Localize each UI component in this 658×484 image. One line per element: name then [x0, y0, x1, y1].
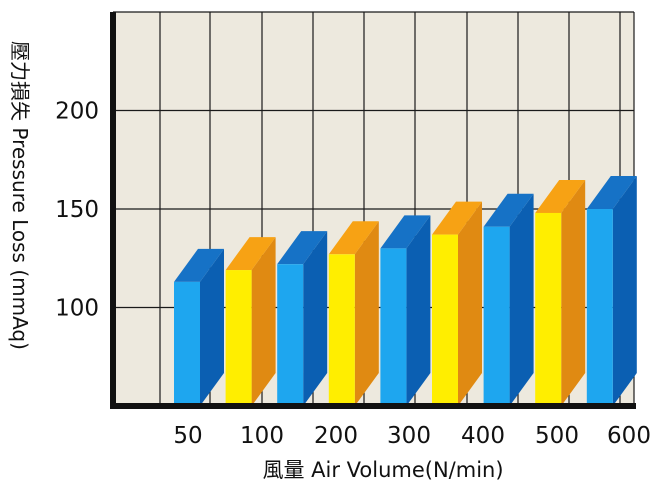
x-tick-label: 50 [173, 423, 202, 449]
bar-side-face [612, 176, 637, 406]
x-tick-label: 600 [607, 423, 651, 449]
bar [225, 237, 276, 406]
bar-front-face [380, 248, 407, 406]
bar-side-face [354, 221, 379, 406]
bar-top-face [277, 231, 328, 265]
bar-front-face [483, 226, 510, 406]
bar-top-face [225, 237, 276, 271]
bar-side-face [251, 237, 276, 406]
bar [380, 215, 431, 406]
bar-front-face [174, 281, 200, 406]
y-tick-label: 200 [55, 99, 99, 125]
bar-front-face [432, 234, 458, 406]
bar-top-face [432, 201, 482, 235]
bar-side-face [200, 248, 224, 406]
x-tick-label: 300 [387, 423, 431, 449]
x-tick-label: 100 [240, 423, 284, 449]
bar [432, 201, 482, 406]
y-tick-label: 100 [55, 296, 99, 322]
bar-front-face [277, 264, 304, 406]
bar [483, 193, 534, 406]
bar-top-face [535, 179, 586, 213]
bar-side-face [561, 179, 586, 406]
y-axis-label: 壓力損失 Pressure Loss (mmAq) [8, 41, 32, 350]
bar [328, 221, 379, 406]
bars-group [174, 176, 637, 406]
bar-side-face [458, 201, 482, 406]
bar-top-face [483, 193, 534, 227]
bar-top-face [328, 221, 379, 255]
x-tick-label: 400 [461, 423, 505, 449]
y-tick-label: 150 [55, 197, 99, 223]
bar-top-face [380, 215, 431, 249]
bar [174, 248, 224, 406]
bar [535, 179, 586, 406]
bar-front-face [225, 270, 252, 406]
bar-side-face [509, 193, 534, 406]
bar-front-face [535, 212, 562, 406]
axes [110, 12, 636, 409]
x-axis-label: 風量 Air Volume(N/min) [262, 458, 503, 482]
bar-top-face [586, 176, 637, 209]
bar-side-face [303, 231, 328, 406]
bar-side-face [406, 215, 431, 406]
x-tick-label: 500 [535, 423, 579, 449]
bar [277, 231, 328, 406]
bar-front-face [328, 254, 355, 406]
tick-labels: 100 150 200 50 100 200 300 400 500 600 [55, 99, 651, 450]
bar-top-face [174, 248, 224, 282]
bar [586, 176, 637, 406]
x-tick-label: 200 [314, 423, 358, 449]
bar-front-face [586, 209, 613, 406]
